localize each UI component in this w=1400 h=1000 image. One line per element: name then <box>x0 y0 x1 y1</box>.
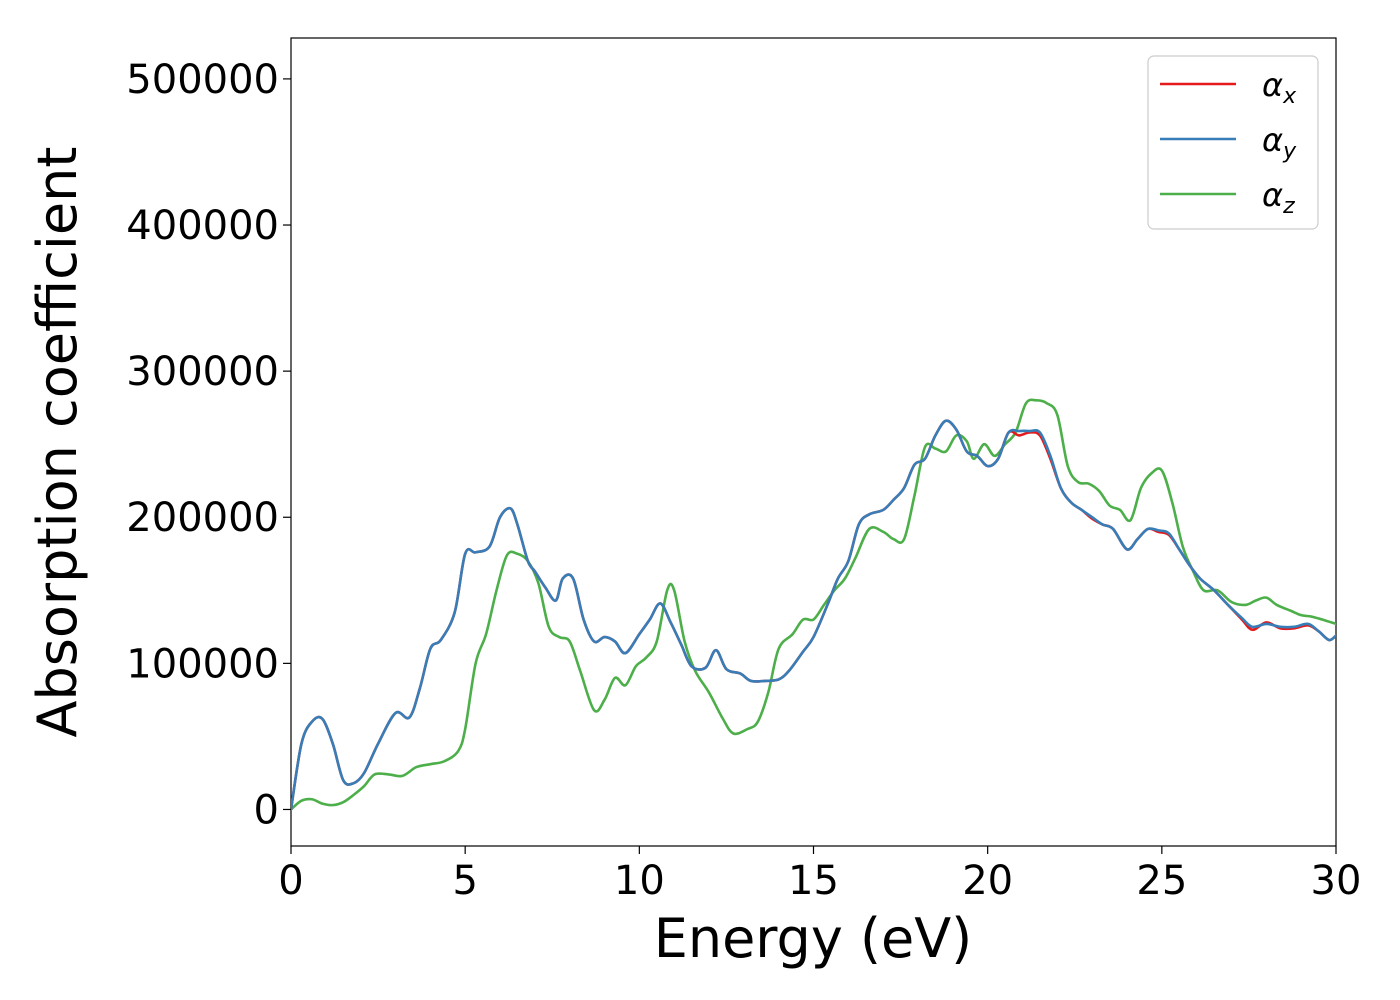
x-tick-label: 10 <box>614 858 665 904</box>
x-tick-label: 20 <box>962 858 1013 904</box>
legend: αx αy αz <box>1147 55 1319 230</box>
y-axis-ticks: 0 100000 200000 300000 400000 500000 <box>126 57 291 833</box>
y-tick-label: 500000 <box>126 57 279 103</box>
x-axis-title: Energy (eV) <box>654 907 973 970</box>
series-layer <box>291 398 1336 811</box>
series-line-y <box>291 419 1336 811</box>
x-tick-label: 25 <box>1136 858 1187 904</box>
x-tick-label: 15 <box>788 858 839 904</box>
y-tick-label: 300000 <box>126 349 279 395</box>
x-tick-label: 5 <box>452 858 477 904</box>
y-tick-label: 400000 <box>126 203 279 249</box>
legend-label-x: αx <box>1262 66 1297 109</box>
y-tick-label: 200000 <box>126 495 279 541</box>
y-tick-label: 100000 <box>126 641 279 687</box>
x-tick-label: 0 <box>278 858 303 904</box>
x-tick-label: 30 <box>1311 858 1362 904</box>
y-axis-title: Absorption coefficient <box>26 147 89 738</box>
series-line-z <box>291 398 1336 811</box>
legend-label-y: αy <box>1262 121 1297 164</box>
x-axis-ticks: 0 5 10 15 20 25 30 <box>278 846 1361 904</box>
legend-label-z: αz <box>1262 176 1295 219</box>
legend-box <box>1147 55 1319 230</box>
y-tick-label: 0 <box>254 787 279 833</box>
